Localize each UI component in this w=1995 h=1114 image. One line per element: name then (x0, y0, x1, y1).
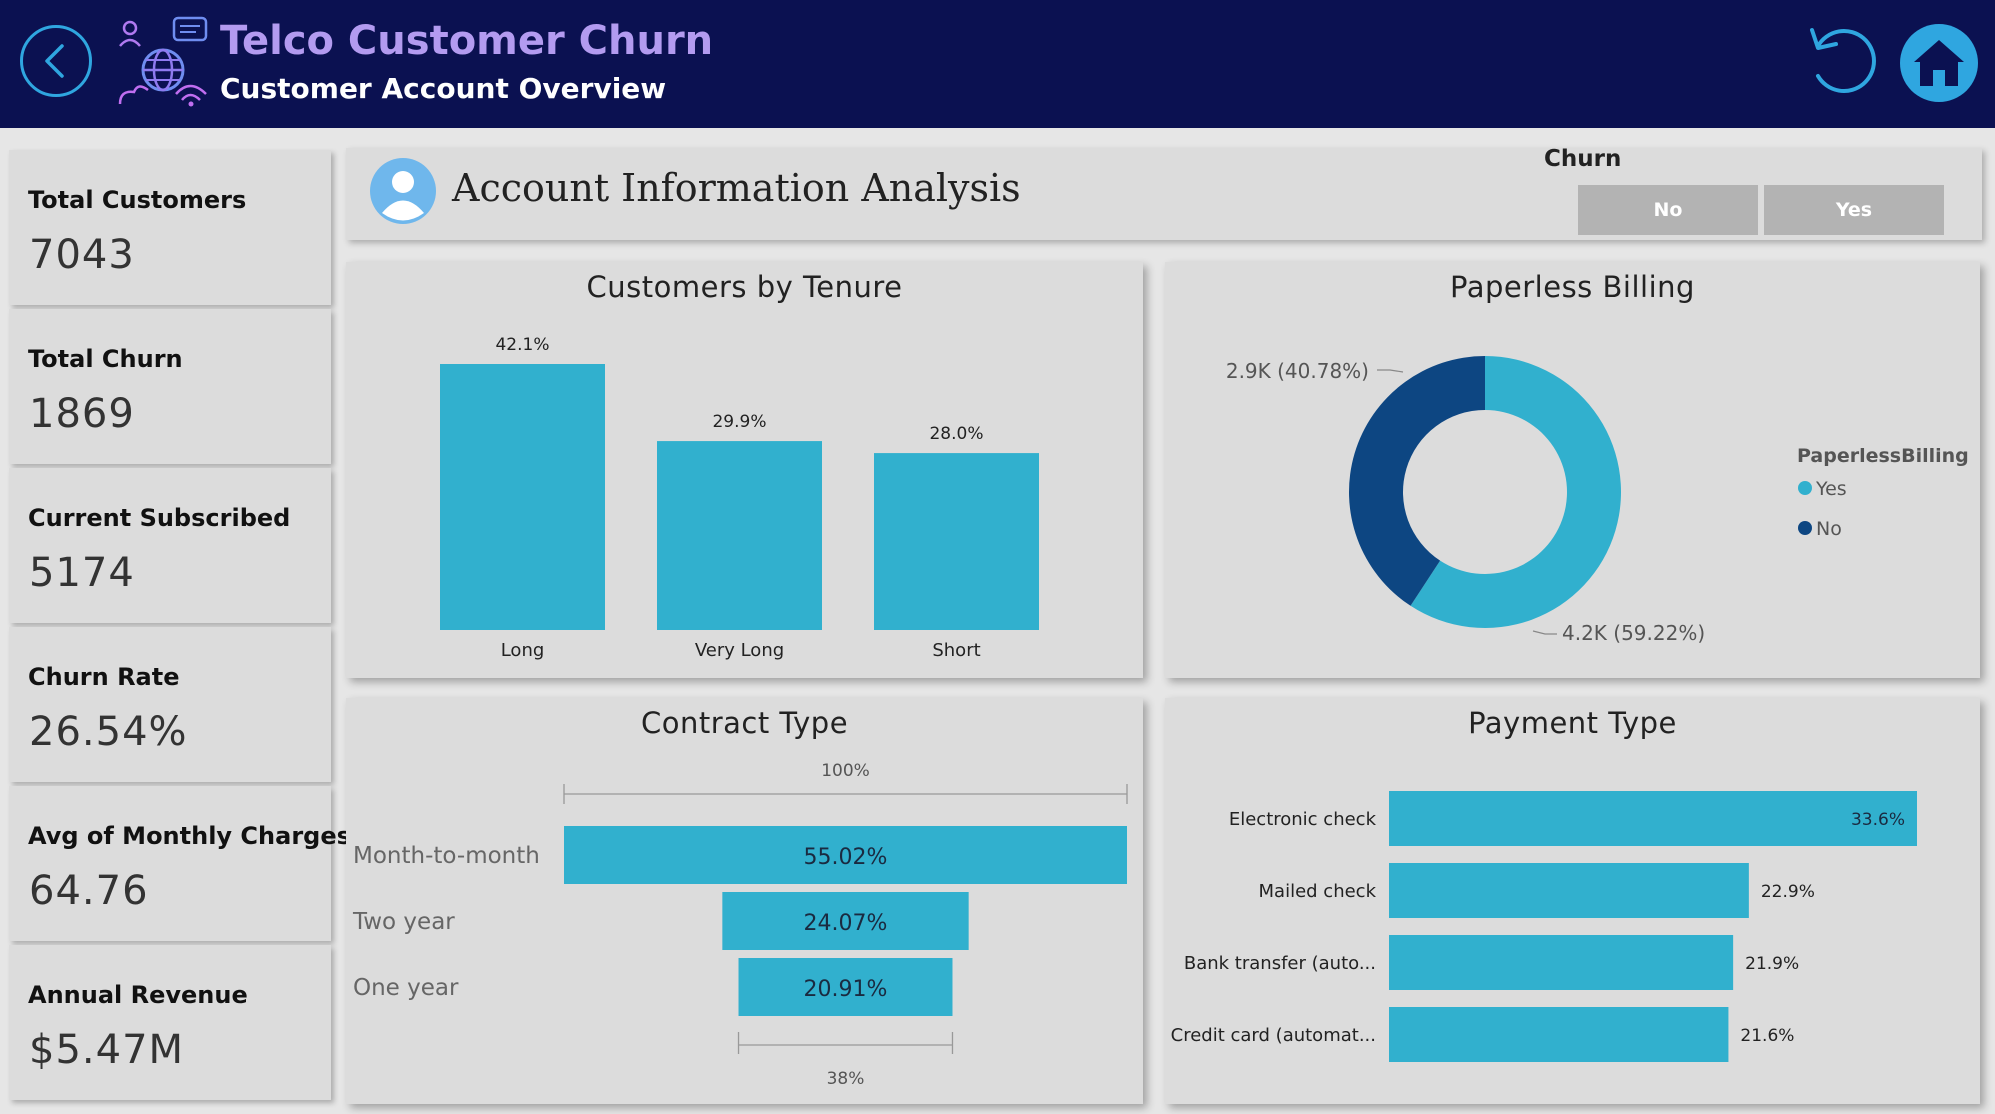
payment-bar-chart: Electronic check 33.6% Mailed check 22.9% Ba… (1171, 791, 1917, 1062)
home-icon (1914, 40, 1964, 86)
legend-entry[interactable]: No (1816, 518, 1842, 540)
tenure-bar[interactable] (440, 364, 605, 630)
tenure-category-label: Short (932, 640, 980, 661)
payment-bar[interactable] (1389, 791, 1917, 846)
kpi-label: Annual Revenue (28, 981, 248, 1009)
payment-category-label: Bank transfer (auto... (1184, 953, 1376, 974)
dashboard-title: Telco Customer Churn (220, 18, 714, 64)
contract-bottom-scale-label: 38% (827, 1069, 865, 1089)
tenure-bar[interactable] (657, 441, 822, 630)
kpi-card-churn-rate: Churn Rate 26.54% (9, 627, 331, 782)
tenure-chart-panel: Customers by Tenure 42.1% Long 29.9% Very L… (346, 262, 1143, 678)
contract-chart-title: Contract Type (640, 706, 849, 740)
paperless-slice-label-yes: 4.2K (59.22%) (1562, 621, 1705, 645)
kpi-card-current-subscribed: Current Subscribed 5174 (9, 468, 331, 623)
payment-data-label: 33.6% (1851, 810, 1905, 830)
kpi-label: Current Subscribed (28, 504, 291, 532)
kpi-card-total-customers: Total Customers 7043 (9, 150, 331, 305)
churn-filter-no-button[interactable]: No (1578, 185, 1758, 235)
paperless-slice-yes[interactable] (1410, 356, 1621, 628)
dashboard-subtitle: Customer Account Overview (220, 72, 667, 105)
leader-line (1532, 630, 1557, 635)
tenure-bar[interactable] (874, 453, 1039, 630)
payment-category-label: Credit card (automat... (1171, 1025, 1376, 1046)
tenure-category-label: Long (501, 640, 545, 661)
contract-data-label: 24.07% (804, 911, 888, 936)
kpi-card-total-churn: Total Churn 1869 (9, 309, 331, 464)
paperless-chart-title: Paperless Billing (1450, 270, 1695, 304)
reset-button[interactable] (1804, 24, 1880, 104)
tenure-bar-chart: 42.1% Long 29.9% Very Long 28.0% Short (440, 335, 1039, 661)
tenure-data-label: 28.0% (929, 424, 983, 444)
contract-top-scale (563, 784, 1128, 804)
contract-funnel-chart: 100% 55.02% Month-to-month 24.07% Two year 20… (352, 761, 1128, 1089)
leader-line (1377, 369, 1404, 373)
contract-bar[interactable] (564, 826, 1127, 884)
contract-bar[interactable] (738, 958, 953, 1016)
reset-icon (1810, 28, 1876, 93)
payment-category-label: Mailed check (1259, 881, 1377, 902)
legend-entry[interactable]: Yes (1815, 478, 1847, 500)
paperless-slice-no[interactable] (1349, 356, 1485, 606)
telecom-network-logo-icon (116, 16, 210, 112)
kpi-label: Avg of Monthly Charges (28, 822, 351, 850)
tenure-category-label: Very Long (695, 640, 784, 661)
churn-filter-yes-button[interactable]: Yes (1764, 185, 1944, 235)
churn-filter-label: Churn (1544, 146, 1622, 172)
kpi-value: 7043 (29, 232, 135, 278)
payment-chart-title: Payment Type (1468, 706, 1677, 740)
legend-swatch (1798, 481, 1812, 495)
payment-bar[interactable] (1389, 863, 1749, 918)
payment-bar[interactable] (1389, 1007, 1729, 1062)
kpi-label: Total Customers (28, 186, 247, 214)
payment-bar[interactable] (1389, 935, 1734, 990)
paperless-slice-label-no: 2.9K (40.78%) (1226, 359, 1369, 383)
tenure-chart-title: Customers by Tenure (586, 270, 903, 304)
contract-bar[interactable] (722, 892, 969, 950)
header-bar (0, 0, 1995, 128)
paperless-legend-title: PaperlessBilling (1797, 445, 1969, 467)
kpi-card-annual-revenue: Annual Revenue $5.47M (9, 945, 331, 1100)
section-title: Account Information Analysis (452, 166, 1021, 210)
back-button[interactable] (20, 25, 92, 97)
contract-data-label: 20.91% (804, 977, 888, 1002)
payment-chart-panel: Payment Type Electronic check 33.6% Mailed… (1165, 698, 1980, 1104)
kpi-label: Total Churn (28, 345, 183, 373)
kpi-value: 1869 (29, 391, 135, 437)
tenure-data-label: 42.1% (495, 335, 549, 355)
payment-category-label: Electronic check (1229, 809, 1377, 830)
kpi-card-avg-monthly-charges: Avg of Monthly Charges 64.76 (9, 786, 351, 941)
back-arrow-icon (45, 44, 64, 78)
contract-category-label: Two year (352, 909, 455, 935)
home-button[interactable] (1900, 24, 1978, 102)
contract-top-scale-label: 100% (821, 761, 870, 781)
kpi-value: 5174 (29, 550, 135, 596)
kpi-value: 64.76 (29, 868, 149, 914)
paperless-donut-chart: 4.2K (59.22%) 2.9K (40.78%) PaperlessBilli… (1226, 356, 1969, 645)
kpi-value: 26.54% (29, 709, 188, 755)
payment-data-label: 21.9% (1745, 954, 1799, 974)
paperless-chart-panel: Paperless Billing 4.2K (59.22%) 2.9K (40.… (1165, 262, 1980, 678)
payment-data-label: 21.6% (1740, 1026, 1794, 1046)
contract-category-label: Month-to-month (353, 843, 540, 869)
contract-bottom-scale (737, 1032, 954, 1054)
contract-category-label: One year (353, 975, 459, 1001)
user-avatar-icon (370, 158, 436, 228)
kpi-label: Churn Rate (28, 663, 180, 691)
kpi-value: $5.47M (29, 1027, 185, 1073)
tenure-data-label: 29.9% (712, 412, 766, 432)
contract-data-label: 55.02% (804, 845, 888, 870)
contract-chart-panel: Contract Type 100% 55.02% Month-to-month 24… (346, 698, 1143, 1104)
payment-data-label: 22.9% (1761, 882, 1815, 902)
legend-swatch (1798, 521, 1812, 535)
